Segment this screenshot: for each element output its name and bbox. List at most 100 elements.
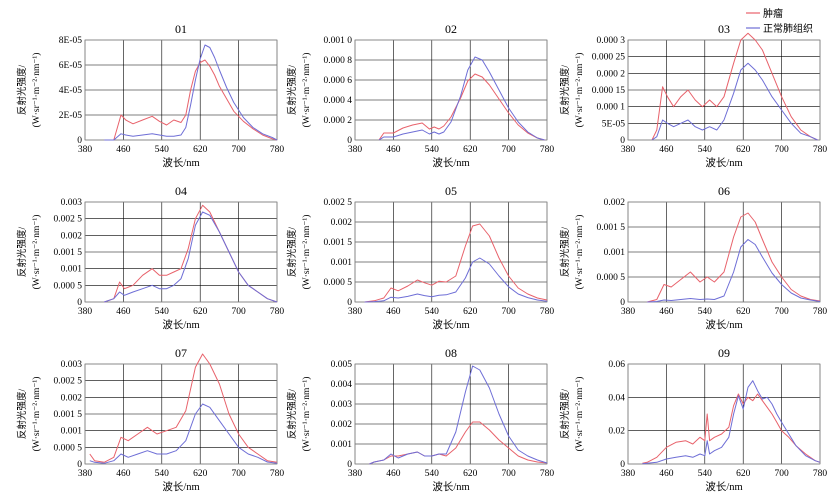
y-axis-label: 反射光强度/ [16,389,28,440]
y-tick-label: 4E-05 [59,86,82,96]
y-tick-label: 0.000 2 [324,116,353,126]
series-line-tumor [647,212,821,303]
x-tick-label: 620 [193,145,208,155]
plot-frame [354,201,548,303]
y-tick-label: 0.02 [608,427,625,437]
plot-frame [627,363,821,465]
plot-frame [84,201,278,303]
y-tick-label: 0.000 2 [597,69,626,79]
y-tick-label: 0.001 0 [324,36,353,46]
y-tick-label: 0 [347,298,352,308]
y-tick-label: 0.000 25 [592,53,626,63]
panel-title: 08 [445,346,457,360]
panel-02: 02 0 0.000 2 0.000 4 0.000 6 0.000 8 0.001 0 38… [286,22,554,169]
series-line-tumor [378,73,545,141]
y-tick-label: 0.06 [608,360,625,370]
series-line-normal [364,257,548,303]
y-tick-label: 0.001 [61,265,83,275]
panel-08: 08 0 0.001 0.002 0.003 0.004 0.005 380 460 540 620… [286,346,554,493]
panel-title: 02 [445,22,457,36]
panel-04: 04 0 0.000 5 0.001 0.001 5 0.002 0.002 5 0.003 3… [16,184,284,331]
y-tick-label: 0.003 [61,198,83,208]
y-tick-label: 0.002 [61,231,83,241]
x-tick-label: 460 [116,469,131,479]
y-tick-label: 0.002 5 [54,215,83,225]
x-tick-label: 780 [270,307,285,317]
y-axis-label: 反射光强度/ [16,227,28,278]
x-tick-label: 380 [621,469,636,479]
y-tick-label: 0.002 [61,393,83,403]
x-tick-label: 700 [501,469,516,479]
x-tick-label: 540 [155,469,170,479]
panel-05: 05 0 0.000 5 0.001 0.001 5 0.002 0.002 5 380 460… [286,184,554,331]
x-tick-label: 460 [659,469,674,479]
x-tick-label: 620 [736,307,751,317]
x-tick-label: 460 [386,307,401,317]
plot-frame [627,201,821,303]
y-tick-label: 6E-05 [59,61,82,71]
x-tick-label: 780 [540,145,555,155]
x-tick-label: 700 [501,145,516,155]
y-tick-label: 0 [347,460,352,470]
x-tick-label: 700 [231,469,246,479]
y-tick-label: 0.002 [331,420,353,430]
y-axis-label: 反射光强度/ [286,65,298,116]
panel-01: 01 0 2E-05 4E-05 6E-05 8E-05 380 460 540 620 700 78… [16,22,284,169]
x-tick-label: 380 [78,145,93,155]
y-tick-label: 0.000 5 [54,281,83,291]
x-tick-label: 780 [270,145,285,155]
panel-06: 06 0 0.000 5 0.001 0.001 5 0.002 380 460 540 620 7… [559,184,827,331]
y-tick-label: 0.000 4 [324,96,353,106]
x-tick-label: 620 [193,469,208,479]
series-line-normal [642,380,821,465]
legend-label-normal: 正常肺组织 [763,22,813,35]
y-tick-label: 0.001 5 [597,223,626,233]
y-tick-label: 0.001 [331,440,353,450]
y-tick-label: 0.002 [331,218,353,228]
series-line-tumor [364,223,548,303]
y-tick-label: 0.000 6 [324,76,353,86]
y-tick-label: 0.000 5 [54,443,83,453]
series-line-normal [651,62,818,141]
series-line-tumor [369,421,548,465]
x-axis-label: 波长/nm [162,156,199,169]
x-tick-label: 540 [698,145,713,155]
y-tick-label: 0 [347,136,352,146]
x-tick-label: 380 [621,307,636,317]
y-axis-unit-label: (W·sr⁻¹·m⁻²·nm⁻¹) [31,215,42,290]
x-tick-label: 700 [231,307,246,317]
plot-frame [627,39,821,141]
y-tick-label: 0.000 1 [597,103,626,113]
x-axis-label: 波长/nm [162,480,199,493]
panel-title: 04 [175,184,187,198]
panel-07: 07 0 0.000 5 0.001 0.001 5 0.002 0.002 5 0.003 3… [16,346,284,493]
plot-frame [84,39,278,141]
x-axis-label: 波长/nm [432,318,469,331]
y-axis-unit-label: (W·sr⁻¹·m⁻²·nm⁻¹) [574,215,585,290]
x-tick-label: 540 [698,469,713,479]
x-tick-label: 460 [386,469,401,479]
series-line-normal [369,365,548,465]
x-axis-label: 波长/nm [705,318,742,331]
y-tick-label: 0.003 [61,360,83,370]
y-tick-label: 0.002 5 [54,377,83,387]
y-tick-label: 0 [620,298,625,308]
series-line-normal [378,56,545,141]
x-axis-label: 波长/nm [432,156,469,169]
x-tick-label: 780 [813,307,828,317]
y-tick-label: 0.001 5 [54,248,83,258]
panel-title: 05 [445,184,457,198]
x-axis-label: 波长/nm [705,156,742,169]
y-axis-label: 反射光强度/ [559,65,571,116]
x-tick-label: 540 [698,307,713,317]
y-tick-label: 0 [620,136,625,146]
y-axis-unit-label: (W·sr⁻¹·m⁻²·nm⁻¹) [574,53,585,128]
x-tick-label: 780 [270,469,285,479]
panel-title: 07 [175,346,187,360]
y-tick-label: 0.001 [331,258,353,268]
panel-09: 09 0 0.02 0.04 0.06 380 460 540 620 700 780 波长/nm 反射… [559,346,827,493]
series-line-tumor [89,353,278,463]
y-axis-unit-label: (W·sr⁻¹·m⁻²·nm⁻¹) [574,377,585,452]
series-line-normal [89,403,278,464]
